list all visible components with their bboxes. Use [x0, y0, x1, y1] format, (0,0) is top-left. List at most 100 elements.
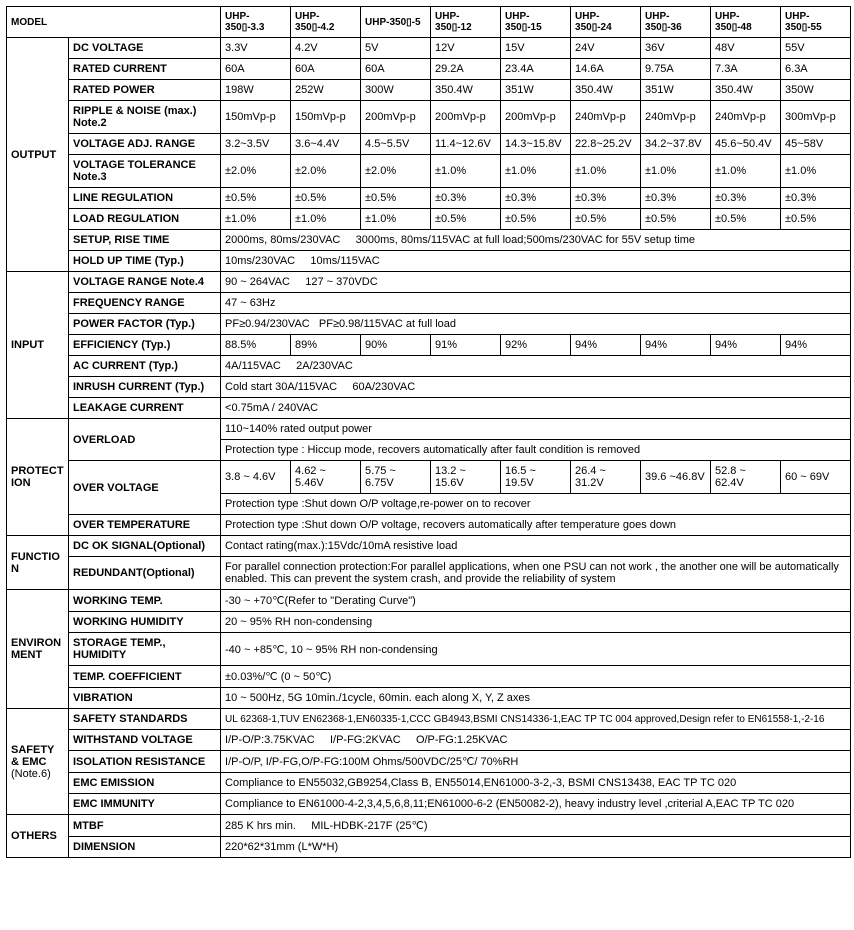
cell: ±0.3%: [431, 188, 501, 209]
cell: ±2.0%: [221, 155, 291, 188]
cell: 150mVp-p: [221, 101, 291, 134]
cell: 9.75A: [641, 59, 711, 80]
row-label: DC VOLTAGE: [69, 38, 221, 59]
cell: 4.5~5.5V: [361, 134, 431, 155]
cell: 26.4 ~ 31.2V: [571, 461, 641, 494]
cell: 350.4W: [571, 80, 641, 101]
row-label: TEMP. COEFFICIENT: [69, 666, 221, 688]
cell: 11.4~12.6V: [431, 134, 501, 155]
cell: 94%: [641, 335, 711, 356]
cell: 88.5%: [221, 335, 291, 356]
row-label: FREQUENCY RANGE: [69, 293, 221, 314]
model-col: UHP-350▯-55: [781, 7, 851, 38]
cell: ±0.3%: [501, 188, 571, 209]
row-label: DIMENSION: [69, 837, 221, 858]
row-label: SAFETY STANDARDS: [69, 709, 221, 730]
cell: 12V: [431, 38, 501, 59]
cell: 5V: [361, 38, 431, 59]
row-label: INRUSH CURRENT (Typ.): [69, 377, 221, 398]
cell: ±0.5%: [221, 188, 291, 209]
model-col: UHP-350▯-24: [571, 7, 641, 38]
cell: 48V: [711, 38, 781, 59]
table-row: VIBRATION 10 ~ 500Hz, 5G 10min./1cycle, …: [7, 688, 851, 709]
model-col: UHP-350▯-36: [641, 7, 711, 38]
cell: ±1.0%: [501, 155, 571, 188]
cell: 36V: [641, 38, 711, 59]
cell: 351W: [501, 80, 571, 101]
cell: Compliance to EN61000-4-2,3,4,5,6,8,11;E…: [221, 794, 851, 815]
row-label: WORKING HUMIDITY: [69, 612, 221, 633]
table-row: WITHSTAND VOLTAGE I/P-O/P:3.75KVAC I/P-F…: [7, 730, 851, 751]
cell: 300W: [361, 80, 431, 101]
cell: ±1.0%: [361, 209, 431, 230]
row-label: ISOLATION RESISTANCE: [69, 751, 221, 773]
table-row: SAFETY & EMC (Note.6) SAFETY STANDARDS U…: [7, 709, 851, 730]
row-label: WORKING TEMP.: [69, 590, 221, 612]
cell: 110~140% rated output power: [221, 419, 851, 440]
model-header-row: MODEL UHP-350▯-3.3 UHP-350▯-4.2 UHP-350▯…: [7, 7, 851, 38]
table-row: HOLD UP TIME (Typ.) 10ms/230VAC 10ms/115…: [7, 251, 851, 272]
cell: 90%: [361, 335, 431, 356]
cell: ±0.5%: [571, 209, 641, 230]
cell: ±0.5%: [431, 209, 501, 230]
table-row: RATED CURRENT 60A60A60A29.2A23.4A14.6A9.…: [7, 59, 851, 80]
cell: 3.3V: [221, 38, 291, 59]
row-label: POWER FACTOR (Typ.): [69, 314, 221, 335]
cell: ±1.0%: [221, 209, 291, 230]
table-row: RIPPLE & NOISE (max.) Note.2 150mVp-p150…: [7, 101, 851, 134]
cell: 6.3A: [781, 59, 851, 80]
row-label: EMC IMMUNITY: [69, 794, 221, 815]
cell: 94%: [781, 335, 851, 356]
model-col: UHP-350▯-3.3: [221, 7, 291, 38]
table-row: FREQUENCY RANGE 47 ~ 63Hz: [7, 293, 851, 314]
row-label: VIBRATION: [69, 688, 221, 709]
cell: 3.2~3.5V: [221, 134, 291, 155]
cell: 4.62 ~ 5.46V: [291, 461, 361, 494]
cell: 94%: [711, 335, 781, 356]
section-input: INPUT: [7, 272, 69, 419]
section-safety-title: SAFETY & EMC: [11, 744, 54, 768]
cell: 200mVp-p: [361, 101, 431, 134]
cell: <0.75mA / 240VAC: [221, 398, 851, 419]
table-row: VOLTAGE ADJ. RANGE 3.2~3.5V3.6~4.4V4.5~5…: [7, 134, 851, 155]
table-row: SETUP, RISE TIME 2000ms, 80ms/230VAC 300…: [7, 230, 851, 251]
cell: 39.6 ~46.8V: [641, 461, 711, 494]
cell: 350.4W: [711, 80, 781, 101]
table-row: WORKING HUMIDITY 20 ~ 95% RH non-condens…: [7, 612, 851, 633]
row-label: OVERLOAD: [69, 419, 221, 461]
cell: 90 ~ 264VAC 127 ~ 370VDC: [221, 272, 851, 293]
row-label: LOAD REGULATION: [69, 209, 221, 230]
section-safety: SAFETY & EMC (Note.6): [7, 709, 69, 815]
table-row: ISOLATION RESISTANCE I/P-O/P, I/P-FG,O/P…: [7, 751, 851, 773]
cell: ±0.3%: [711, 188, 781, 209]
cell: ±2.0%: [291, 155, 361, 188]
cell: 10ms/230VAC 10ms/115VAC: [221, 251, 851, 272]
table-row: EMC IMMUNITY Compliance to EN61000-4-2,3…: [7, 794, 851, 815]
model-col: UHP-350▯-4.2: [291, 7, 361, 38]
cell: 45.6~50.4V: [711, 134, 781, 155]
row-label: DC OK SIGNAL(Optional): [69, 536, 221, 557]
cell: 4.2V: [291, 38, 361, 59]
row-label: SETUP, RISE TIME: [69, 230, 221, 251]
cell: ±0.3%: [641, 188, 711, 209]
cell: 15V: [501, 38, 571, 59]
table-row: OUTPUT DC VOLTAGE 3.3V4.2V5V12V15V24V36V…: [7, 38, 851, 59]
row-label: RATED POWER: [69, 80, 221, 101]
cell: 34.2~37.8V: [641, 134, 711, 155]
cell: 4A/115VAC 2A/230VAC: [221, 356, 851, 377]
section-safety-note: (Note.6): [11, 768, 51, 780]
row-label: STORAGE TEMP., HUMIDITY: [69, 633, 221, 666]
cell: 240mVp-p: [571, 101, 641, 134]
cell: Protection type :Shut down O/P voltage, …: [221, 515, 851, 536]
cell: 14.3~15.8V: [501, 134, 571, 155]
row-label: OVER TEMPERATURE: [69, 515, 221, 536]
spec-table: MODEL UHP-350▯-3.3 UHP-350▯-4.2 UHP-350▯…: [6, 6, 851, 858]
table-row: LOAD REGULATION ±1.0%±1.0%±1.0%±0.5%±0.5…: [7, 209, 851, 230]
table-row: OTHERS MTBF 285 K hrs min. MIL-HDBK-217F…: [7, 815, 851, 837]
table-row: LEAKAGE CURRENT <0.75mA / 240VAC: [7, 398, 851, 419]
cell: ±0.3%: [571, 188, 641, 209]
cell: 200mVp-p: [431, 101, 501, 134]
model-col: UHP-350▯-15: [501, 7, 571, 38]
cell: 300mVp-p: [781, 101, 851, 134]
table-row: FUNCTION DC OK SIGNAL(Optional) Contact …: [7, 536, 851, 557]
